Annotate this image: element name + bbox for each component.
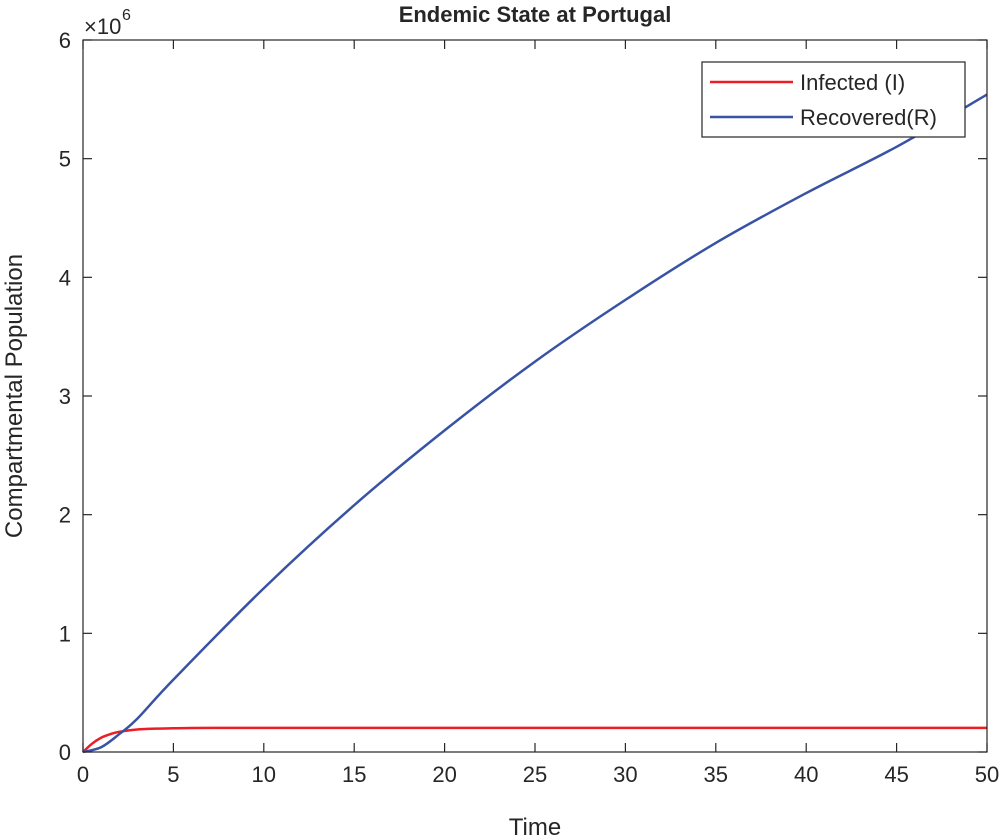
y-tick-label: 4 <box>59 265 71 290</box>
plot-area-frame <box>82 39 988 753</box>
x-tick-label: 40 <box>794 762 818 787</box>
y-tick-label: 1 <box>59 621 71 646</box>
x-tick-label: 25 <box>523 762 547 787</box>
legend-label-recovered: Recovered(R) <box>800 105 937 130</box>
x-tick-label: 10 <box>252 762 276 787</box>
y-tick-label: 6 <box>59 28 71 53</box>
x-tick-label: 50 <box>975 762 999 787</box>
x-tick-label: 5 <box>167 762 179 787</box>
y-exponent-base: ×10 <box>84 14 121 39</box>
chart-title: Endemic State at Portugal <box>399 2 672 27</box>
y-tick-label: 2 <box>59 503 71 528</box>
y-tick-label: 0 <box>59 740 71 765</box>
x-tick-label: 0 <box>77 762 89 787</box>
series-line-recovered <box>82 93 988 754</box>
y-exponent-label: ×10 6 <box>84 7 131 39</box>
y-tick-label: 5 <box>59 147 71 172</box>
y-tick-label: 3 <box>59 384 71 409</box>
x-tick-label: 30 <box>613 762 637 787</box>
x-tick-label: 45 <box>884 762 908 787</box>
x-tick-label: 15 <box>342 762 366 787</box>
x-tick-label: 20 <box>432 762 456 787</box>
x-axis-label: Time <box>509 814 561 840</box>
series-line-infected <box>82 726 987 753</box>
legend-label-infected: Infected (I) <box>800 70 905 95</box>
legend-box <box>701 61 966 138</box>
legend: Infected (I) Recovered(R) <box>701 61 966 138</box>
x-tick-label: 35 <box>704 762 728 787</box>
y-exponent-power: 6 <box>122 7 131 24</box>
y-axis-label: Compartmental Population <box>1 254 28 538</box>
